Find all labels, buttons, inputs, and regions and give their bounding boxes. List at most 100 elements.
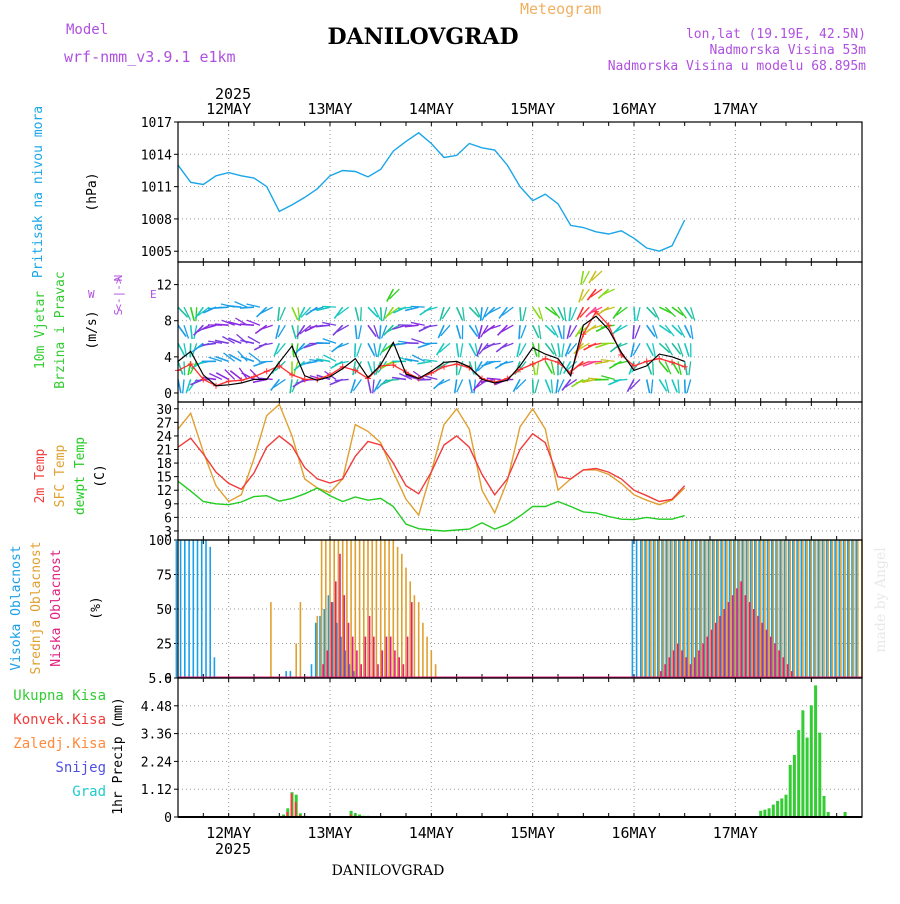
rain-bar	[793, 755, 796, 817]
wind-arrow	[215, 324, 229, 325]
wind-arrow	[647, 379, 650, 393]
day-label-top: 15MAY	[510, 100, 555, 118]
wind-arrow	[564, 307, 566, 321]
cloud-ylabel-mid: Srednja Oblacnost	[29, 541, 44, 674]
wind-arrow	[583, 271, 589, 283]
wind-arrow	[689, 361, 691, 375]
rain-bar	[776, 801, 779, 817]
compass-w: W	[88, 288, 95, 301]
wind-ylabel-b: Brzina i Pravac	[53, 271, 68, 388]
day-label-top: 13MAY	[307, 100, 352, 118]
day-label-bottom: 16MAY	[611, 824, 656, 842]
rain-bar	[789, 765, 792, 817]
y-tick-label: 4.48	[141, 700, 172, 715]
wind-arrow	[609, 361, 621, 368]
day-label-bottom: 14MAY	[409, 824, 454, 842]
wind-arrow	[361, 307, 362, 321]
y-tick-label: 9	[164, 498, 172, 513]
wind-arrow	[240, 307, 254, 308]
wind-arrow	[457, 379, 463, 392]
wind-arrow	[184, 361, 185, 375]
wind-arrow	[240, 324, 254, 325]
wind-arrow	[322, 306, 336, 307]
temp-unit: (C)	[93, 464, 108, 487]
wind-arrow	[359, 325, 362, 339]
year-bottom: 2025	[215, 840, 251, 858]
wind-arrow	[558, 325, 562, 338]
panel-frame	[178, 122, 862, 262]
y-tick-label: 25	[156, 638, 172, 653]
precip-legend-item: Ukupna Kisa	[13, 688, 106, 704]
wind-arrow	[685, 379, 686, 393]
wind-arrow	[535, 379, 539, 392]
rain-bar	[806, 738, 809, 817]
wind-arrow	[423, 360, 437, 362]
wind-arrow	[533, 379, 534, 393]
y-tick-label: 1005	[141, 245, 172, 260]
model-label: Model	[66, 22, 108, 38]
wind-arrow	[601, 360, 615, 362]
wind-arrow	[257, 307, 267, 317]
wind-arrow	[533, 325, 539, 338]
station-title: DANILOVGRAD	[327, 24, 518, 50]
wind-arrow	[635, 325, 640, 338]
y-tick-label: 24	[156, 430, 172, 445]
day-label-bottom: 12MAY	[206, 824, 251, 842]
wind-arrow	[392, 378, 406, 380]
y-tick-label: 1.12	[141, 783, 172, 798]
wind-arrow	[612, 325, 622, 335]
temp-ylabel-dew: dewpt Temp	[73, 437, 88, 515]
wind-arrow	[368, 361, 373, 374]
wind-arrow	[487, 378, 501, 379]
wind-arrow	[647, 343, 654, 355]
precip-legend-item: Grad	[72, 784, 106, 800]
wind-arrow	[637, 307, 640, 321]
wind-arrow	[678, 379, 679, 393]
wind-arrow	[457, 343, 459, 357]
compass-s: S	[112, 309, 125, 316]
wind-arrow	[685, 325, 691, 338]
wind-arrow	[178, 343, 185, 355]
wind-arrow	[523, 307, 526, 321]
wind-arrow	[634, 307, 635, 321]
rain-bar	[801, 710, 804, 817]
wind-arrow	[633, 325, 634, 339]
wind-arrow	[487, 361, 501, 362]
model-name: wrf-nmm_v3.9.1 e1km	[64, 48, 236, 66]
day-label-bottom: 17MAY	[713, 824, 758, 842]
panel-frame	[178, 402, 862, 540]
wind-arrow	[357, 343, 362, 356]
wind-arrow	[183, 379, 184, 393]
wind-arrow	[230, 371, 241, 380]
wind-arrow	[215, 307, 229, 308]
rain-bar	[772, 805, 775, 817]
wind-arrow	[569, 307, 570, 321]
y-tick-label: 1014	[141, 148, 172, 163]
wind-arrow	[191, 325, 192, 339]
y-tick-label: 2.24	[141, 755, 172, 770]
wind-arrow	[292, 307, 298, 320]
y-tick-label: 1011	[141, 181, 172, 196]
conv-rain-bar	[291, 793, 293, 817]
precip-ylabel: 1hr Precip (mm)	[111, 697, 126, 814]
wind-arrow	[495, 361, 507, 368]
y-tick-label: 8	[164, 315, 172, 330]
wind-arrow	[558, 343, 560, 357]
wind-arrow	[380, 325, 381, 339]
y-tick-label: 21	[156, 444, 172, 459]
conv-rain-bar	[295, 802, 297, 817]
wind-arrow	[385, 379, 399, 380]
y-tick-label: 30	[156, 403, 172, 418]
wind-arrow	[280, 307, 286, 320]
wind-arrow	[588, 361, 602, 362]
wind-arrow	[477, 343, 482, 356]
wind-arrow	[216, 373, 228, 380]
precip-legend-item: Konvek.Kisa	[13, 712, 106, 728]
y-tick-label: 0	[164, 387, 172, 402]
y-tick-label: 12	[156, 484, 172, 499]
cloud-ylabel-high: Visoka Oblacnost	[9, 545, 24, 670]
rain-bar	[785, 795, 788, 817]
wind-arrow	[545, 379, 550, 392]
pressure-ylabel: Pritisak na nivou mora	[31, 106, 46, 278]
